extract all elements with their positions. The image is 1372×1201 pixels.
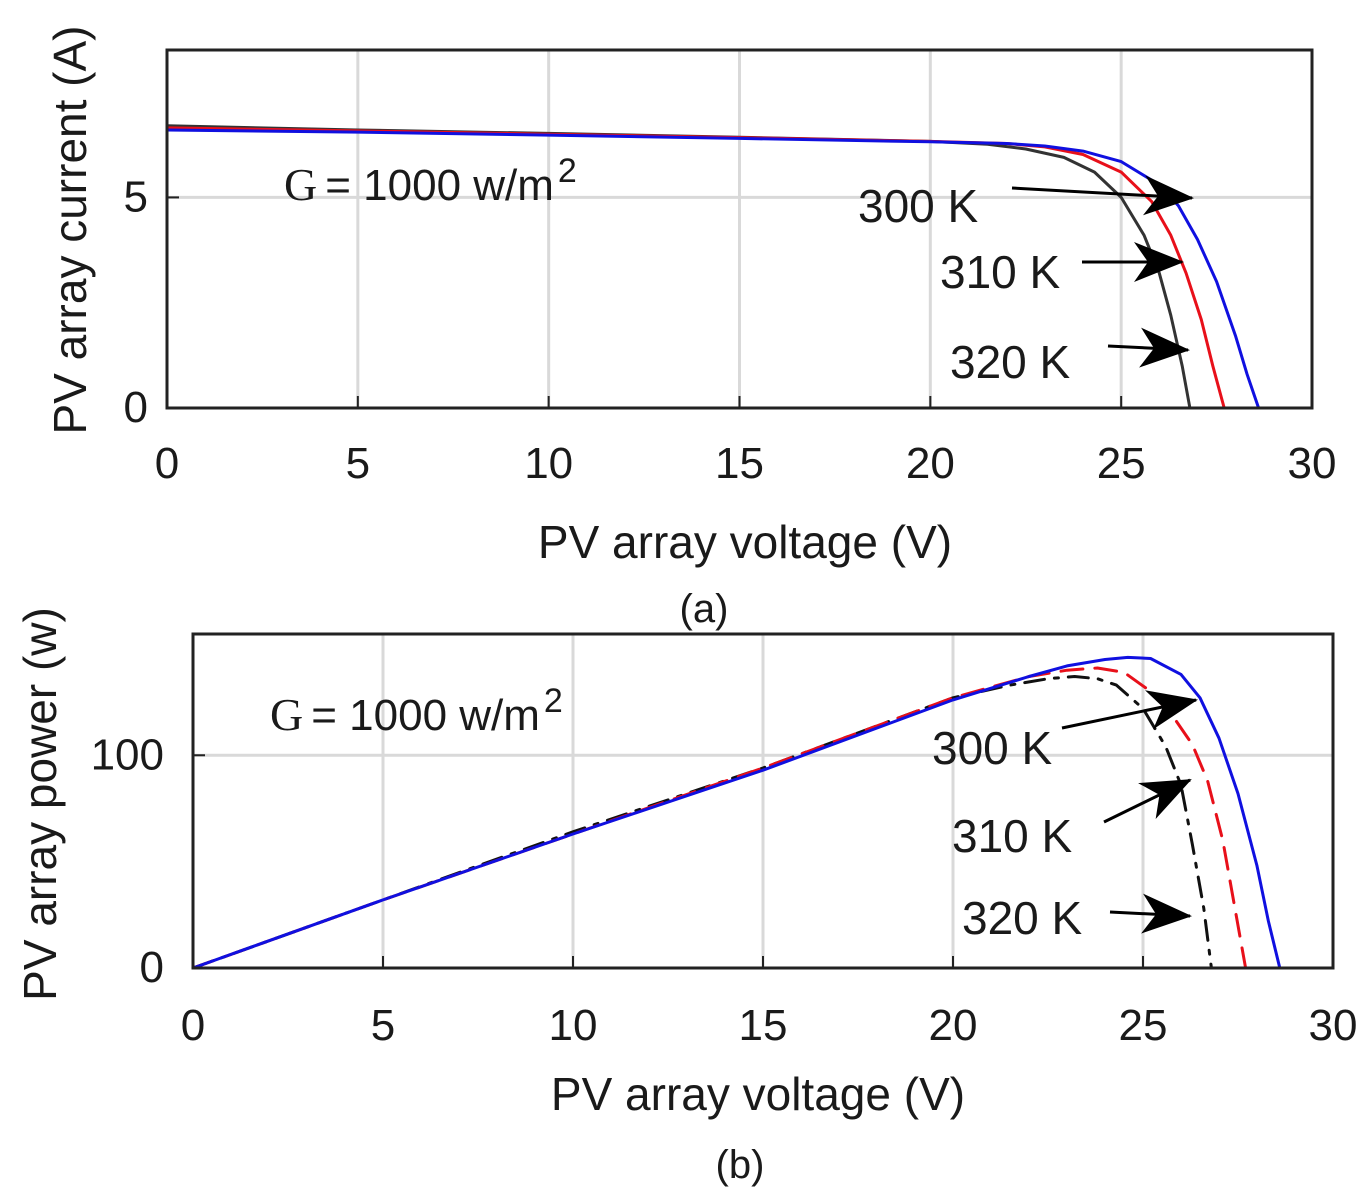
caption-a: (a) bbox=[680, 587, 729, 631]
series-a bbox=[165, 124, 1261, 410]
irradiance-letter-b: G bbox=[270, 689, 303, 740]
y-tick-label-b: 100 bbox=[91, 730, 164, 779]
arrow-320k-a bbox=[1107, 327, 1190, 368]
series-line-320k-b bbox=[191, 675, 1213, 970]
x-tick-label-a: 30 bbox=[1288, 439, 1337, 488]
y-tick-label-a: 0 bbox=[124, 383, 148, 432]
irradiance-sup-b: 2 bbox=[544, 682, 563, 720]
x-tick-label-b: 30 bbox=[1309, 1001, 1358, 1050]
ticks-b: 0 5 10 15 20 25 30 0 100 bbox=[91, 730, 1358, 1050]
caption-b: (b) bbox=[716, 1143, 765, 1187]
temp-label-310k-a: 310 K bbox=[940, 246, 1061, 298]
arrow-300k-b bbox=[1061, 690, 1198, 730]
x-tick-label-a: 5 bbox=[346, 439, 370, 488]
y-axis-title-a: PV array current (A) bbox=[44, 26, 96, 435]
x-tick-label-b: 15 bbox=[739, 1001, 788, 1050]
irradiance-label-b: G = 1000 w/m 2 bbox=[270, 682, 563, 740]
x-tick-label-b: 10 bbox=[549, 1001, 598, 1050]
irradiance-text-b: = 1000 w/m bbox=[311, 691, 540, 740]
irradiance-text-a: = 1000 w/m bbox=[325, 161, 554, 210]
x-tick-label-a: 20 bbox=[906, 439, 955, 488]
series-line-300k-a bbox=[165, 128, 1261, 410]
x-tick-label-b: 5 bbox=[371, 1001, 395, 1050]
y-tick-label-a: 5 bbox=[124, 172, 148, 221]
series-line-300k-b bbox=[191, 655, 1282, 970]
x-tick-label-a: 25 bbox=[1097, 439, 1146, 488]
x-tick-label-a: 10 bbox=[524, 439, 573, 488]
series-b bbox=[191, 655, 1282, 970]
series-line-310k-b bbox=[191, 666, 1248, 970]
x-tick-label-b: 20 bbox=[929, 1001, 978, 1050]
arrow-320k-b bbox=[1109, 893, 1192, 934]
x-tick-label-a: 0 bbox=[155, 439, 179, 488]
panel-a: 0 5 10 15 20 25 30 0 5 PV array voltage (V) PV a… bbox=[44, 26, 1336, 632]
arrow-310k-b bbox=[1103, 778, 1192, 824]
temp-label-320k-b: 320 K bbox=[962, 892, 1083, 944]
x-tick-label-b: 25 bbox=[1119, 1001, 1168, 1050]
panel-b: 0 5 10 15 20 25 30 0 100 PV array voltage (V) PV… bbox=[14, 607, 1357, 1187]
x-tick-label-b: 0 bbox=[181, 1001, 205, 1050]
temp-label-300k-b: 300 K bbox=[932, 722, 1053, 774]
irradiance-sup-a: 2 bbox=[558, 152, 577, 190]
ticks-a: 0 5 10 15 20 25 30 0 5 bbox=[124, 172, 1337, 488]
temp-label-320k-a: 320 K bbox=[950, 336, 1071, 388]
x-tick-label-a: 15 bbox=[715, 439, 764, 488]
x-axis-title-a: PV array voltage (V) bbox=[538, 516, 952, 568]
irradiance-label-a: G = 1000 w/m 2 bbox=[284, 152, 577, 210]
y-axis-title-b: PV array power (w) bbox=[14, 607, 66, 1001]
arrow-300k-a bbox=[1011, 175, 1194, 216]
y-tick-label-b: 0 bbox=[140, 943, 164, 992]
irradiance-letter-a: G bbox=[284, 159, 317, 210]
temp-label-310k-b: 310 K bbox=[952, 810, 1073, 862]
x-axis-title-b: PV array voltage (V) bbox=[551, 1068, 965, 1120]
temp-label-300k-a: 300 K bbox=[858, 180, 979, 232]
